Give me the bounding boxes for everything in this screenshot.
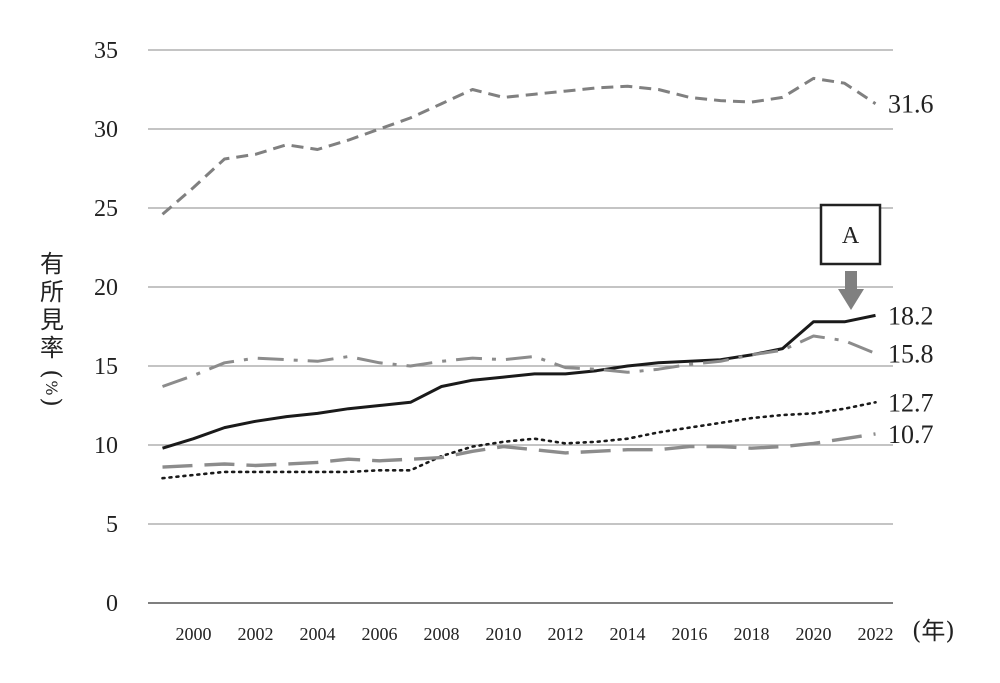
y-axis-label: 有 所 見 率 ( % ) (38, 250, 66, 407)
series-end-label: 10.7 (888, 420, 934, 449)
y-tick-label: 35 (94, 38, 118, 64)
x-tick-label: 2010 (486, 624, 522, 644)
series-end-label: 31.6 (888, 90, 934, 119)
y-tick-label: 30 (94, 117, 118, 143)
x-tick-label: 2014 (610, 624, 646, 644)
annotation-label: A (842, 223, 860, 249)
y-axis-label-char: ) (38, 397, 66, 406)
annotation-box (819, 203, 882, 266)
y-axis-label-char: 所 (40, 278, 64, 306)
series-end-labels: 31.6 18.2 15.8 12.7 10.7 (888, 90, 934, 449)
series-end-label: 18.2 (888, 301, 934, 330)
x-tick-label: 2022 (858, 624, 894, 644)
x-tick-label: 2004 (300, 624, 336, 644)
y-axis-label-char: 有 (40, 250, 64, 278)
y-axis-label-char: 見 (40, 306, 64, 334)
x-tick-label: 2008 (424, 624, 460, 644)
series-line-long-dash (162, 432, 876, 469)
series-line-solid (162, 313, 876, 450)
y-tick-label: 25 (94, 196, 118, 222)
series-line-dashed (161, 76, 877, 216)
series-lines (161, 76, 877, 480)
x-tick-label: 2006 (362, 624, 398, 644)
series-end-label: 12.7 (888, 388, 934, 417)
x-tick-label: 2002 (238, 624, 274, 644)
y-tick-label: 5 (106, 512, 118, 538)
series-line-dash-dot (161, 334, 877, 388)
x-tick-label: 2018 (734, 624, 770, 644)
y-tick-label: 0 (106, 591, 118, 617)
y-axis-label-char: 率 (40, 334, 64, 362)
x-axis-unit-label: (年) (912, 617, 955, 645)
x-tick-label: 2000 (176, 624, 212, 644)
x-tick-label: 2012 (548, 624, 584, 644)
y-axis-ticks: 0 5 10 15 20 25 30 35 (94, 38, 118, 617)
x-tick-label: 2020 (796, 624, 832, 644)
y-axis-label-char: ( (38, 369, 66, 378)
y-tick-label: 15 (94, 354, 118, 380)
y-tick-label: 10 (94, 433, 118, 459)
y-axis-label-char: % (42, 380, 61, 395)
series-end-label: 15.8 (888, 339, 934, 368)
down-arrow-icon (838, 271, 864, 310)
series-line-dotted (161, 400, 877, 480)
x-axis-ticks: 2000 2002 2004 2006 2008 2010 2012 2014 2016 2018… (176, 624, 894, 644)
x-tick-label: 2016 (672, 624, 708, 644)
annotation-a: A (819, 203, 882, 310)
y-tick-label: 20 (94, 275, 118, 301)
grid-lines (148, 49, 893, 604)
